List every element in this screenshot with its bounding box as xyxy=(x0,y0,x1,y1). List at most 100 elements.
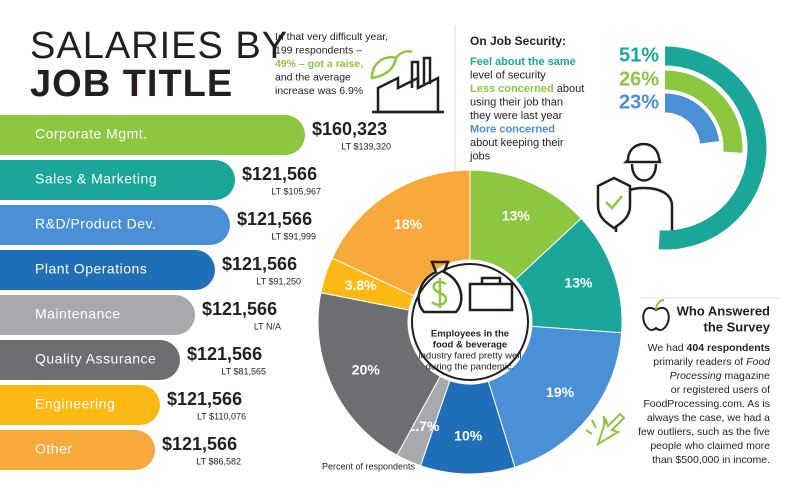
job-title: Quality Assurance xyxy=(35,351,156,367)
text-run: 199 respondents – xyxy=(275,44,362,56)
legend-line: Less concerned about xyxy=(470,83,584,95)
survey-line: We had 404 respondents xyxy=(648,342,771,354)
survey-line: always the case, we had a xyxy=(647,412,770,424)
slice-label: 3.8% xyxy=(345,277,377,293)
caption: Percent of respondents xyxy=(322,461,416,471)
intro-line: 199 respondents – xyxy=(275,44,362,56)
center-text: Employees in the xyxy=(431,329,509,340)
title-line1: SALARIES BY xyxy=(30,25,288,67)
donut-slice xyxy=(317,292,441,456)
dollar xyxy=(431,278,448,308)
last-year: LT $139,320 xyxy=(341,141,391,151)
center-text: food & beverage xyxy=(433,340,507,351)
text-run: In that very difficult year, xyxy=(275,31,388,43)
worker-icon xyxy=(596,142,674,232)
center-text: industry fared pretty well xyxy=(419,351,522,362)
last-year: LT $105,967 xyxy=(271,186,321,196)
legend-detail: about keeping their xyxy=(470,137,564,149)
salary: $121,566 xyxy=(187,344,262,364)
text-run: Food xyxy=(746,356,771,368)
salary: $121,566 xyxy=(222,254,297,274)
donut-slice xyxy=(487,325,623,468)
survey-line: few outliers, such as the five xyxy=(638,426,770,438)
text-run: or registered users of xyxy=(671,384,770,396)
legend-detail: jobs xyxy=(469,150,491,162)
security-title: On Job Security: xyxy=(470,34,566,48)
intro-line: increase was 6.9% xyxy=(275,85,363,97)
job-title: Engineering xyxy=(35,396,115,412)
salary-bar xyxy=(0,205,230,245)
last-year: LT $86,582 xyxy=(196,456,241,466)
legend-line: More concerned xyxy=(470,123,555,135)
security-value: 51% xyxy=(619,44,659,66)
text-run: 404 respondents xyxy=(687,342,771,354)
survey-line: primarily readers of Food xyxy=(653,356,771,368)
text-run: We had xyxy=(648,342,687,354)
legend-line: Feel about the same xyxy=(470,56,576,68)
factory-icon xyxy=(370,50,444,114)
text-run: people who claimed more xyxy=(650,440,770,452)
survey-line: FoodProcessing.com. As is xyxy=(643,398,770,410)
survey-line: people who claimed more xyxy=(650,440,770,452)
salary-bar xyxy=(0,115,305,155)
title-line2: JOB TITLE xyxy=(30,63,233,105)
salary: $121,566 xyxy=(167,389,242,409)
job-title: Corporate Mgmt. xyxy=(35,126,148,142)
intro-line: In that very difficult year, xyxy=(275,31,388,43)
security-arc xyxy=(658,46,767,250)
legend-name: More concerned xyxy=(470,123,555,135)
salary-bar xyxy=(0,295,195,335)
last-year: LT $91,250 xyxy=(256,276,301,286)
salary: $121,566 xyxy=(162,434,237,454)
legend-name: Less concerned xyxy=(470,83,554,95)
survey-title: Who Answered xyxy=(677,303,770,318)
slice-label: 20% xyxy=(352,361,381,377)
last-year: LT N/A xyxy=(254,321,281,331)
text-run: always the case, we had a xyxy=(647,412,770,424)
salary: $121,566 xyxy=(202,299,277,319)
salary: $121,566 xyxy=(237,209,312,229)
job-title: Plant Operations xyxy=(35,261,147,277)
legend-detail: about xyxy=(557,83,585,95)
briefcase xyxy=(468,276,514,312)
salary-bar xyxy=(0,160,235,200)
salary: $121,566 xyxy=(242,164,317,184)
text-run: FoodProcessing.com. As is xyxy=(643,398,770,410)
salary-bar xyxy=(0,385,160,425)
job-title: R&D/Product Dev. xyxy=(35,216,156,232)
slice-label: 19% xyxy=(546,384,575,400)
job-title: Sales & Marketing xyxy=(35,171,157,187)
job-title: Maintenance xyxy=(35,306,121,322)
security-arc xyxy=(664,70,743,153)
security-value: 23% xyxy=(619,91,659,113)
text-run: primarily readers of xyxy=(653,356,746,368)
text-run: than $500,000 in income. xyxy=(652,454,770,466)
text-run: magazine xyxy=(722,370,771,382)
survey-line: Processing magazine xyxy=(670,370,771,382)
legend-detail: using their job than xyxy=(470,96,563,108)
last-year: LT $91,999 xyxy=(271,231,316,241)
center-text: during the pandemic. xyxy=(426,362,515,373)
slice-label: 10% xyxy=(454,428,483,444)
survey-line: than $500,000 in income. xyxy=(652,454,770,466)
survey-title: the Survey xyxy=(704,319,771,334)
legend-name: Feel about the same xyxy=(470,56,576,68)
legend-detail: they were last year xyxy=(470,110,563,122)
apple-icon xyxy=(642,299,670,331)
last-year: LT $110,076 xyxy=(197,411,246,421)
text-run: few outliers, such as the five xyxy=(638,426,770,438)
salary: $160,323 xyxy=(312,119,387,139)
last-year: LT $81,565 xyxy=(221,366,266,376)
donut-slice xyxy=(469,169,582,281)
slice-label: 13% xyxy=(564,274,593,290)
legend-detail: level of security xyxy=(470,69,546,81)
slice-label: 18% xyxy=(394,216,423,232)
salary-bar xyxy=(0,430,155,470)
slice-label: 13% xyxy=(502,207,531,223)
intro-line: and the average xyxy=(275,71,351,83)
salary-bar xyxy=(0,340,180,380)
money-bag-icon xyxy=(417,260,514,314)
cursor-icon xyxy=(585,412,626,447)
text-run: Processing xyxy=(670,370,722,382)
